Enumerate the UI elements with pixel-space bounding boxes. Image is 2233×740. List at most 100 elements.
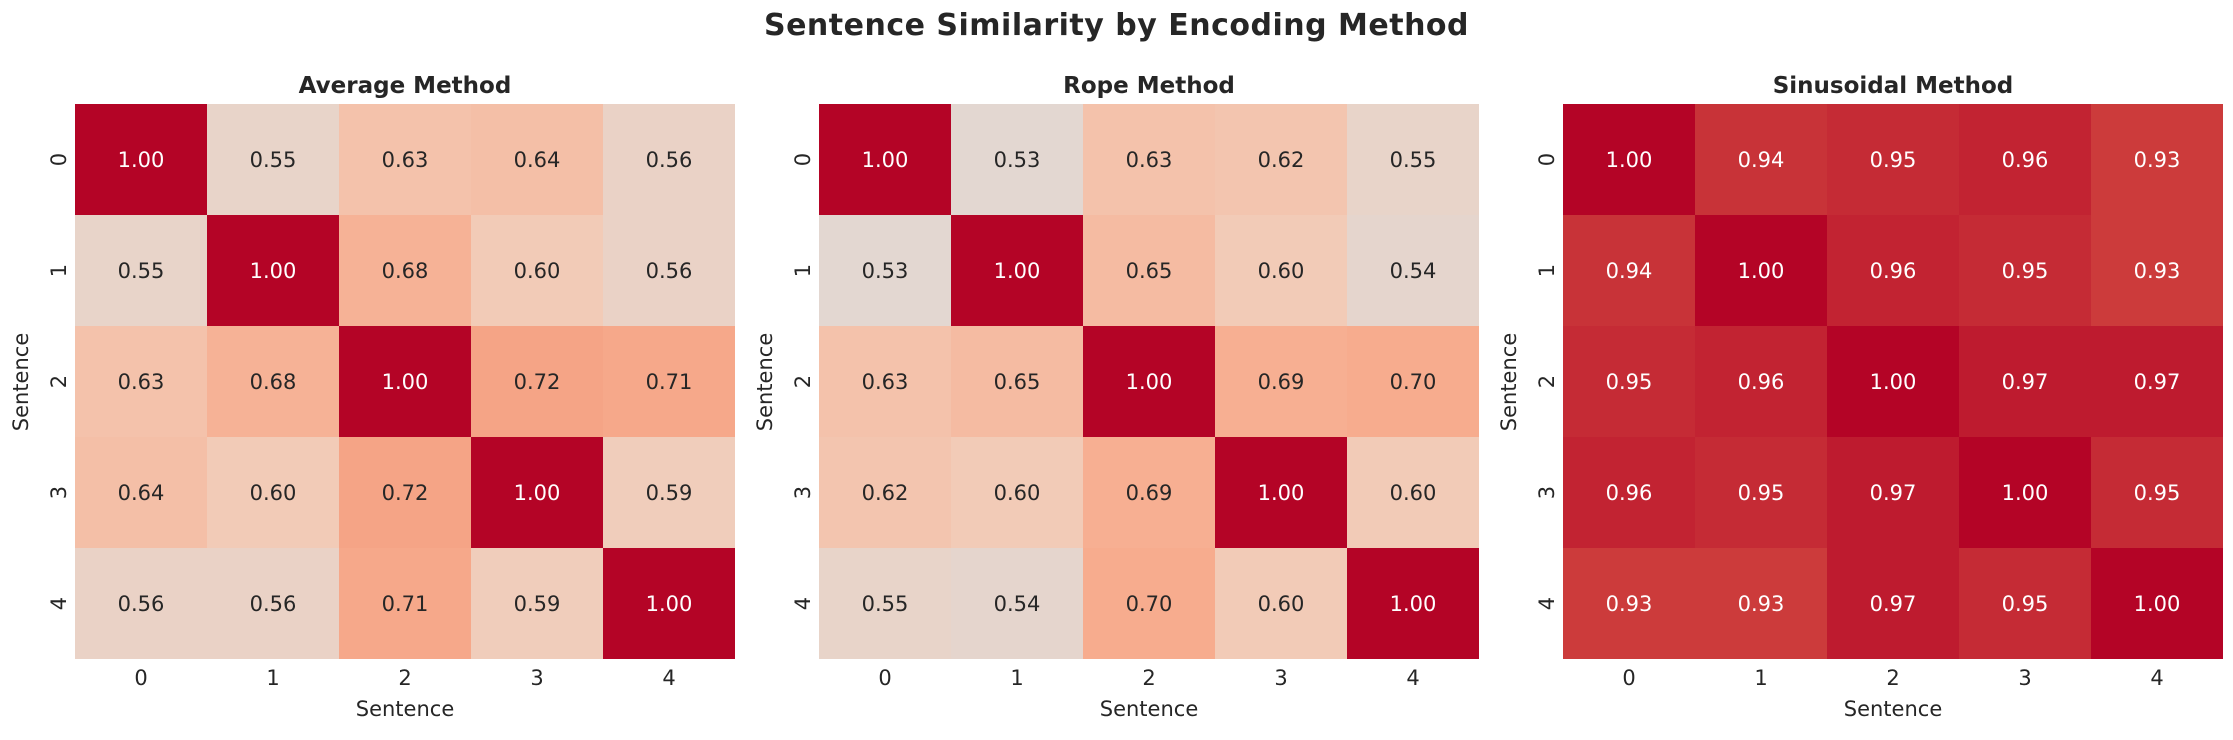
heatmap-grid: 1.00 0.94 0.95 0.96 0.93 0.94 1.00 0.96 0.95 0.93…: [1563, 104, 2223, 659]
heatmap-cell: 0.97: [1959, 326, 2091, 437]
heatmap-cell: 0.95: [1959, 548, 2091, 659]
heatmap-cell: 0.62: [819, 437, 951, 548]
heatmap-cell: 1.00: [75, 104, 207, 215]
heatmap-cell: 1.00: [1695, 215, 1827, 326]
x-tick-label: 1: [266, 666, 280, 690]
heatmap-cell: 1.00: [471, 437, 603, 548]
x-tick-label: 0: [878, 666, 892, 690]
y-tick-label: 3: [1534, 485, 1559, 500]
y-tick-label: 1: [790, 263, 815, 278]
heatmap-cell: 0.97: [2091, 326, 2223, 437]
heatmap-cell: 0.55: [207, 104, 339, 215]
x-tick-label: 0: [1622, 666, 1636, 690]
y-tick-label: 4: [1534, 596, 1559, 611]
y-tick-label: 4: [790, 596, 815, 611]
plots-row: Average Method Sentence 0 1 2 3 4 1.00 0.55 0.63 0…: [0, 58, 2233, 729]
y-tick-label: 1: [46, 263, 71, 278]
heatmap-cell: 0.60: [1347, 437, 1479, 548]
y-axis-ticks: 0 1 2 3 4: [786, 104, 819, 659]
x-tick-label: 1: [1754, 666, 1768, 690]
y-tick-label: 0: [46, 152, 71, 167]
heatmap-cell: 0.64: [471, 104, 603, 215]
x-axis-ticks: 0 1 2 3 4: [1563, 659, 2223, 691]
heatmap-cell: 0.95: [2091, 437, 2223, 548]
heatmap-cell: 0.71: [339, 548, 471, 659]
heatmap-cell: 0.56: [207, 548, 339, 659]
heatmap-cell: 0.93: [1563, 548, 1695, 659]
heatmap-cell: 0.60: [1215, 215, 1347, 326]
x-axis-label: Sentence: [355, 697, 455, 721]
heatmap-cell: 1.00: [603, 548, 735, 659]
x-tick-label: 2: [398, 666, 412, 690]
heatmap-cell: 0.60: [1215, 548, 1347, 659]
x-tick-label: 2: [1886, 666, 1900, 690]
x-tick-label: 4: [662, 666, 676, 690]
x-axis-label: Sentence: [1843, 697, 1943, 721]
x-tick-label: 4: [2150, 666, 2164, 690]
y-tick-label: 0: [1534, 152, 1559, 167]
heatmap-cell: 0.93: [2091, 215, 2223, 326]
heatmap-subplot: Sinusoidal Method Sentence 0 1 2 3 4 1.00 0.94 0.…: [1488, 58, 2232, 729]
heatmap-cell: 0.59: [603, 437, 735, 548]
y-tick-label: 3: [46, 485, 71, 500]
subplot-title: Rope Method: [1063, 73, 1235, 99]
heatmap-cell: 1.00: [819, 104, 951, 215]
heatmap-cell: 0.68: [207, 326, 339, 437]
heatmap-cell: 0.72: [471, 326, 603, 437]
x-axis-ticks: 0 1 2 3 4: [819, 659, 1479, 691]
heatmap-cell: 0.95: [1695, 437, 1827, 548]
heatmap-cell: 0.55: [1347, 104, 1479, 215]
heatmap-cell: 0.71: [603, 326, 735, 437]
y-axis-ticks: 0 1 2 3 4: [42, 104, 75, 659]
heatmap-cell: 0.94: [1563, 215, 1695, 326]
heatmap-cell: 0.63: [819, 326, 951, 437]
heatmap-cell: 0.95: [1959, 215, 2091, 326]
y-tick-label: 3: [790, 485, 815, 500]
heatmap-cell: 0.96: [1959, 104, 2091, 215]
heatmap-cell: 1.00: [1959, 437, 2091, 548]
heatmap-cell: 0.56: [603, 104, 735, 215]
heatmap-cell: 0.93: [2091, 104, 2223, 215]
heatmap-cell: 0.56: [603, 215, 735, 326]
heatmap-cell: 0.63: [339, 104, 471, 215]
y-axis-ticks: 0 1 2 3 4: [1530, 104, 1563, 659]
y-tick-label: 1: [1534, 263, 1559, 278]
heatmap-cell: 0.72: [339, 437, 471, 548]
y-tick-label: 4: [46, 596, 71, 611]
heatmap-cell: 1.00: [1347, 548, 1479, 659]
heatmap-cell: 0.64: [75, 437, 207, 548]
heatmap-cell: 0.63: [1083, 104, 1215, 215]
heatmap-cell: 0.55: [819, 548, 951, 659]
heatmap-cell: 0.97: [1827, 548, 1959, 659]
heatmap-cell: 0.56: [75, 548, 207, 659]
x-tick-label: 4: [1406, 666, 1420, 690]
heatmap-cell: 0.68: [339, 215, 471, 326]
heatmap-cell: 0.69: [1215, 326, 1347, 437]
figure-title: Sentence Similarity by Encoding Method: [763, 8, 1470, 43]
heatmap-cell: 0.96: [1563, 437, 1695, 548]
heatmap-cell: 0.96: [1827, 215, 1959, 326]
heatmap-subplot: Rope Method Sentence 0 1 2 3 4 1.00 0.53 0.63 0.62…: [744, 58, 1488, 729]
heatmap-cell: 1.00: [207, 215, 339, 326]
heatmap-cell: 0.54: [1347, 215, 1479, 326]
heatmap-grid: 1.00 0.53 0.63 0.62 0.55 0.53 1.00 0.65 0.60 0.54…: [819, 104, 1479, 659]
heatmap-cell: 0.65: [1083, 215, 1215, 326]
heatmap-cell: 1.00: [1083, 326, 1215, 437]
y-tick-label: 2: [1534, 374, 1559, 389]
heatmap-cell: 0.95: [1563, 326, 1695, 437]
heatmap-cell: 0.59: [471, 548, 603, 659]
x-axis-label: Sentence: [1099, 697, 1199, 721]
heatmap-cell: 0.96: [1695, 326, 1827, 437]
x-tick-label: 3: [530, 666, 544, 690]
x-tick-label: 1: [1010, 666, 1024, 690]
heatmap-cell: 0.70: [1083, 548, 1215, 659]
heatmap-cell: 0.60: [207, 437, 339, 548]
y-tick-label: 2: [790, 374, 815, 389]
heatmap-cell: 0.54: [951, 548, 1083, 659]
x-axis-ticks: 0 1 2 3 4: [75, 659, 735, 691]
heatmap-cell: 0.97: [1827, 437, 1959, 548]
heatmap-subplot: Average Method Sentence 0 1 2 3 4 1.00 0.55 0.63 0…: [0, 58, 744, 729]
heatmap-cell: 0.55: [75, 215, 207, 326]
heatmap-cell: 0.70: [1347, 326, 1479, 437]
